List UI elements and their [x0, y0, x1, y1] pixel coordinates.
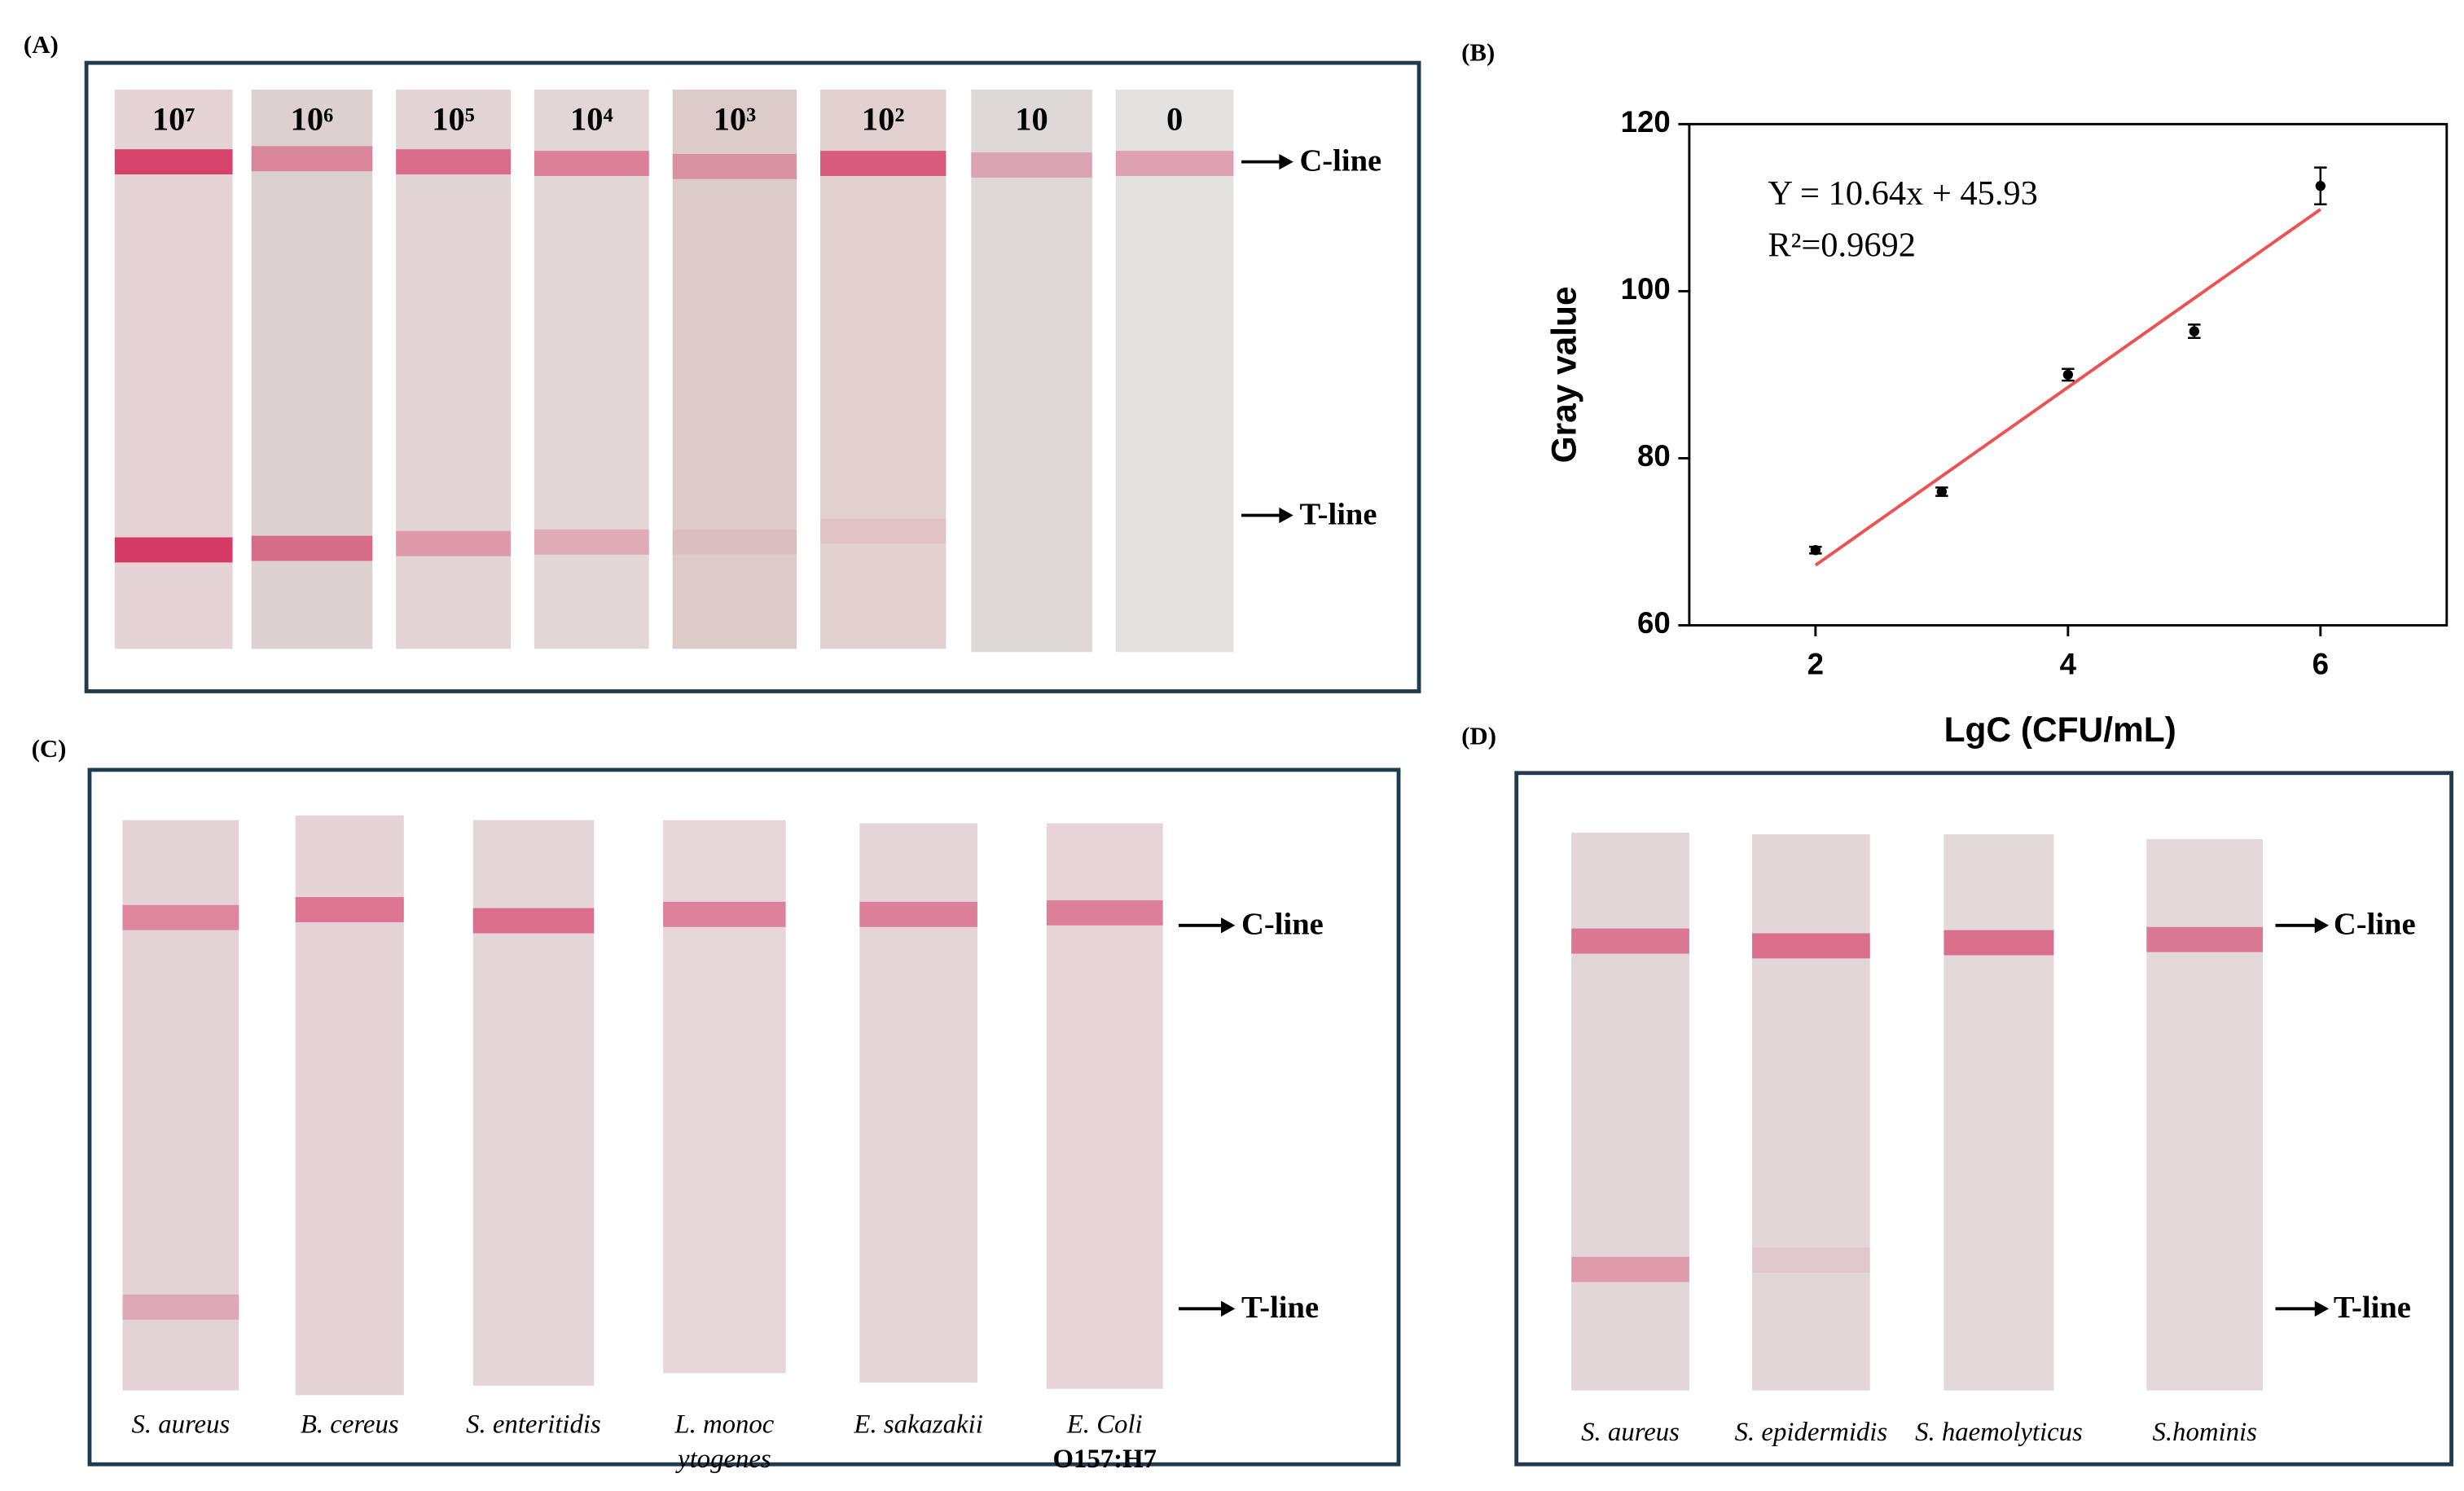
- test-band: [1046, 899, 1163, 926]
- arrow-head: [1220, 917, 1236, 934]
- test-strip: [1571, 833, 1689, 1391]
- fit-line: [1814, 208, 2321, 567]
- strip-label: 10⁴: [570, 101, 613, 138]
- data-point: [2062, 369, 2074, 380]
- test-band: [396, 149, 511, 175]
- test-band: [672, 529, 797, 555]
- data-point: [1936, 486, 1948, 497]
- strip-label: O157:H7: [1053, 1445, 1157, 1474]
- test-strip: [971, 89, 1092, 653]
- strip-label: ytogenes: [675, 1445, 771, 1474]
- t-line-label: T-line: [1299, 497, 1377, 531]
- t-line-label: T-line: [2334, 1291, 2411, 1325]
- test-band: [672, 153, 797, 179]
- c-line-label: C-line: [2334, 908, 2416, 942]
- test-strip: [820, 89, 947, 649]
- test-strip: [672, 89, 797, 649]
- strip-label: E. Coli: [1066, 1410, 1143, 1439]
- strip-label: E. sakazakii: [853, 1410, 982, 1439]
- test-strip: [472, 820, 595, 1386]
- arrow-head: [2314, 917, 2330, 934]
- test-band: [1944, 930, 2054, 956]
- strip-label: 10²: [862, 101, 905, 138]
- c-line-label: C-line: [1241, 908, 1324, 942]
- test-band: [1571, 1256, 1689, 1282]
- arrow-head: [1220, 1300, 1236, 1317]
- test-strip: [2146, 838, 2264, 1391]
- test-band: [2146, 926, 2264, 952]
- panel-d-frame: [1514, 771, 2453, 1467]
- strip-label: S. enteritidis: [466, 1410, 601, 1439]
- test-band: [1752, 933, 1870, 959]
- strip-label: S. aureus: [131, 1410, 230, 1439]
- data-point: [1810, 545, 1821, 556]
- test-band: [295, 897, 404, 922]
- data-point: [2315, 181, 2326, 191]
- arrow-head: [2314, 1300, 2330, 1317]
- test-band: [251, 146, 373, 172]
- strip-label: S. epidermidis: [1735, 1418, 1888, 1447]
- y-tick-label: 80: [1637, 439, 1671, 473]
- strip-label: S. aureus: [1581, 1418, 1680, 1447]
- annotation: R²=0.9692: [1768, 226, 1916, 264]
- test-band: [534, 151, 649, 176]
- test-band: [122, 1294, 239, 1320]
- panel-c-frame: [87, 767, 1401, 1467]
- test-band: [663, 901, 786, 927]
- test-strip: [251, 89, 373, 649]
- arrow-head: [1279, 507, 1293, 524]
- y-axis-label: Gray value: [1545, 286, 1583, 463]
- test-band: [859, 901, 977, 927]
- strip-label: B. cereus: [301, 1410, 399, 1439]
- test-band: [820, 151, 947, 176]
- data-point: [2189, 326, 2199, 336]
- test-band: [122, 904, 239, 930]
- x-tick-label: 6: [2312, 647, 2329, 680]
- test-strip: [1115, 89, 1234, 653]
- test-strip: [1944, 833, 2054, 1391]
- strip-label: S. haemolyticus: [1915, 1418, 2083, 1447]
- test-band: [1752, 1247, 1870, 1273]
- test-band: [534, 529, 649, 555]
- x-tick-label: 4: [2060, 647, 2077, 680]
- test-band: [472, 908, 595, 934]
- strip-label: 0: [1166, 101, 1183, 138]
- test-band: [971, 152, 1092, 178]
- strip-label: 10: [1015, 101, 1048, 138]
- strip-label: 10⁶: [291, 101, 334, 138]
- panel-label: (A): [24, 31, 59, 59]
- panel-label: (D): [1461, 722, 1496, 750]
- annotation: Y = 10.64x + 45.93: [1768, 174, 2038, 213]
- test-band: [251, 535, 373, 561]
- x-tick-label: 2: [1807, 647, 1824, 680]
- strip-label: S.hominis: [2152, 1418, 2256, 1447]
- panel-label: (C): [32, 735, 67, 763]
- t-line-label: T-line: [1241, 1291, 1319, 1325]
- strip-label: 10⁵: [432, 101, 475, 138]
- panel-label: (B): [1461, 39, 1495, 67]
- c-line-label: C-line: [1299, 143, 1381, 178]
- strip-label: 10³: [714, 101, 757, 138]
- strip-label: L. monoc: [674, 1410, 774, 1439]
- y-tick-label: 60: [1637, 606, 1671, 640]
- arrow-head: [1279, 153, 1293, 170]
- panel-a-frame: [84, 60, 1421, 693]
- test-band: [114, 149, 233, 175]
- y-tick-label: 120: [1621, 105, 1671, 139]
- test-strip: [534, 89, 649, 649]
- test-band: [114, 537, 233, 563]
- test-band: [1571, 928, 1689, 954]
- test-band: [1115, 151, 1234, 176]
- test-band: [820, 518, 947, 544]
- y-tick-label: 100: [1621, 272, 1671, 306]
- test-strip: [1752, 833, 1870, 1391]
- test-band: [396, 530, 511, 556]
- test-strip: [396, 89, 511, 649]
- strip-label: 10⁷: [152, 101, 195, 138]
- x-axis-label: LgC (CFU/mL): [1944, 710, 2176, 749]
- test-strip: [122, 820, 239, 1391]
